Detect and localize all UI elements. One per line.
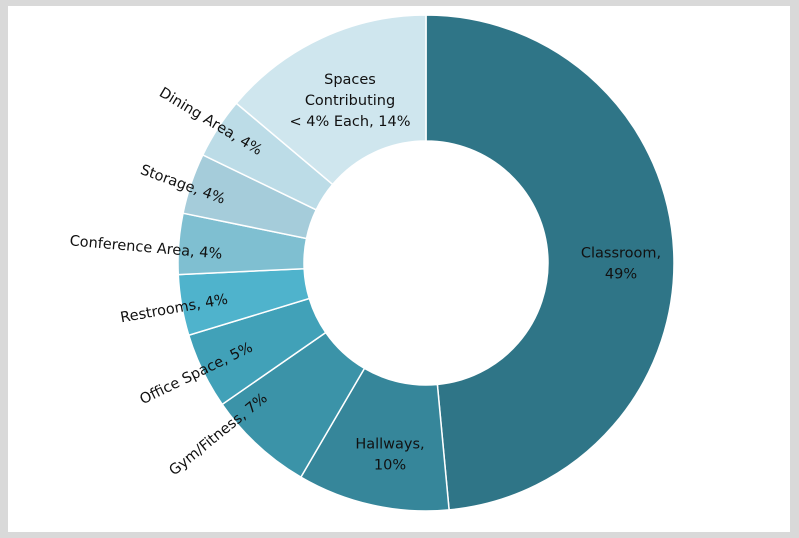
slice-label-spaces-contributing-4-each: Spaces Contributing < 4% Each, 14% [289, 72, 410, 130]
slice-label-hallways: Hallways, 10% [355, 437, 424, 474]
donut-slice-spaces-contributing-4-each [235, 14, 427, 186]
slices-layer [177, 14, 675, 512]
donut-chart: Classroom, 49%Hallways, 10%Gym/Fitness, 7%… [69, 14, 675, 512]
chart-panel: Classroom, 49% Hallways, 10% Gym/Fitness, 7%… [8, 6, 790, 532]
donut-slice-classroom [425, 14, 675, 511]
slice-label-classroom: Classroom, 49% [581, 246, 661, 283]
